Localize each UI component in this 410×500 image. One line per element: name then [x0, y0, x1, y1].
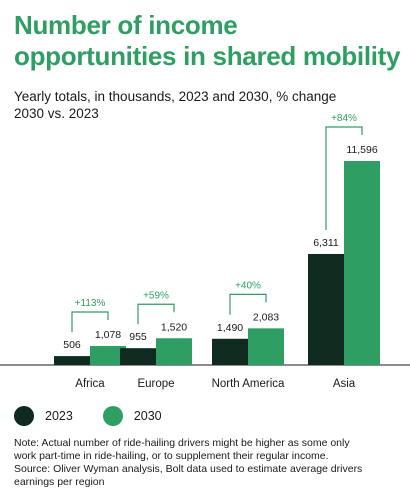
bar-2023-north-america [212, 338, 248, 365]
category-label-asia: Asia [333, 378, 356, 390]
legend-item-2030: 2030 [102, 406, 162, 426]
legend-swatch-2023 [14, 406, 34, 426]
change-bracket-europe [137, 303, 175, 325]
bar-2030-north-america [248, 328, 284, 365]
change-label-europe: +59% [143, 290, 169, 301]
value-label-2030-asia: 11,596 [346, 144, 377, 156]
title-line-1: Number of income [14, 10, 238, 40]
change-label-africa: +113% [75, 298, 106, 309]
legend-label-2023: 2023 [45, 409, 73, 423]
bar-2030-africa [90, 346, 126, 365]
note-line-4: earnings per region [14, 476, 105, 488]
legend-item-2023: 2023 [14, 406, 73, 426]
category-label-europe: Europe [137, 378, 174, 390]
value-label-2023-europe: 955 [129, 331, 147, 343]
bar-chart: 506 1,078 +113% Africa 955 1,520 +59% Europe 1,4… [0, 113, 410, 390]
bar-2030-europe [156, 338, 192, 365]
chart-title: Number of income opportunities in shared… [14, 10, 404, 72]
change-label-north-america: +40% [235, 280, 261, 291]
note-line-1: Note: Actual number of ride-hailing driv… [14, 437, 350, 449]
bar-2023-europe [120, 348, 156, 365]
change-bracket-africa [71, 311, 109, 333]
bar-2030-asia [344, 161, 380, 365]
bar-2023-africa [54, 356, 90, 365]
value-label-2023-africa: 506 [63, 339, 81, 351]
change-bracket-north-america [229, 293, 267, 315]
title-line-2: opportunities in shared mobility [14, 41, 401, 71]
change-bracket-asia [325, 126, 363, 230]
bar-2023-asia [308, 253, 344, 365]
note-line-3: Source: Oliver Wyman analysis, Bolt data… [14, 463, 363, 475]
change-label-asia: +84% [331, 113, 357, 124]
legend: 2023 2030 [14, 406, 192, 426]
chart-subtitle: Yearly totals, in thousands, 2023 and 20… [14, 88, 404, 122]
footnote: Note: Actual number of ride-hailing driv… [14, 437, 404, 489]
category-label-north-america: North America [212, 378, 285, 390]
value-label-2030-north-america: 2,083 [253, 311, 279, 323]
legend-swatch-2030 [102, 406, 123, 426]
category-label-africa: Africa [75, 378, 105, 390]
value-label-2023-north-america: 1,490 [217, 322, 243, 334]
subtitle-line-2: 2030 vs. 2023 [14, 106, 99, 121]
value-label-2023-asia: 6,311 [313, 237, 339, 249]
note-line-2: work part-time in ride-hailing, or to su… [14, 450, 329, 462]
value-label-2030-africa: 1,078 [95, 329, 121, 341]
legend-label-2030: 2030 [133, 409, 162, 423]
value-label-2030-europe: 1,520 [161, 321, 187, 333]
subtitle-line-1: Yearly totals, in thousands, 2023 and 20… [14, 89, 337, 104]
